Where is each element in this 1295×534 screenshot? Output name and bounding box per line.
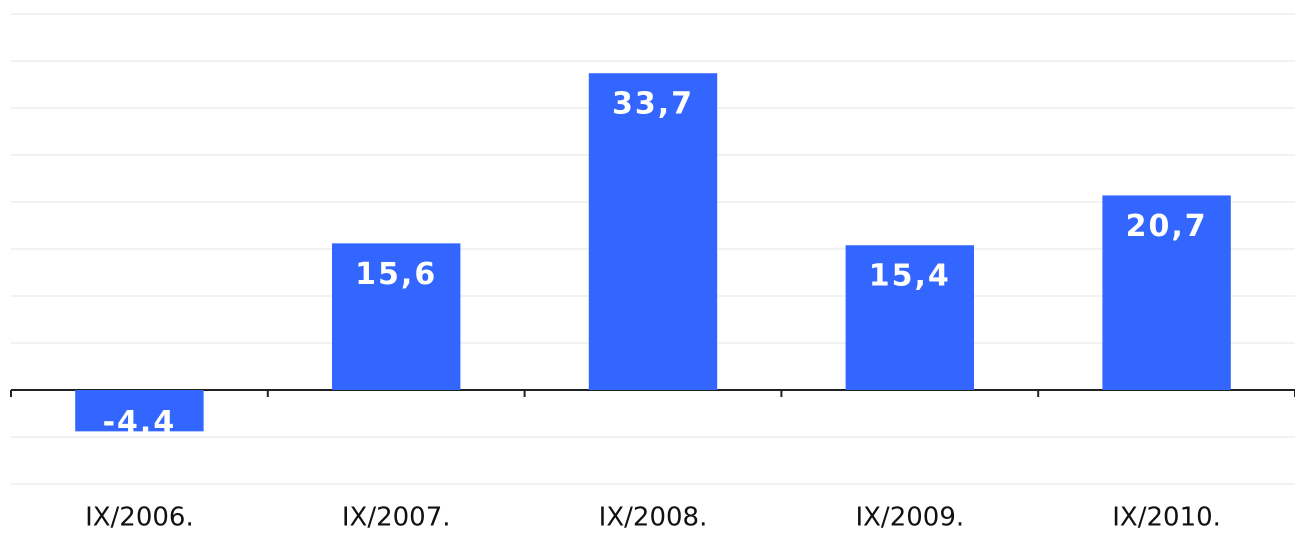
x-tick-label: IX/2006. bbox=[85, 503, 194, 531]
bar bbox=[75, 390, 204, 432]
bar bbox=[588, 73, 718, 390]
bar bbox=[1102, 195, 1231, 390]
value-label: 33,7 bbox=[612, 87, 694, 122]
bar bbox=[332, 243, 461, 390]
x-tick-label: IX/2007. bbox=[342, 503, 451, 531]
bar bbox=[845, 245, 974, 390]
value-label: -4,4 bbox=[103, 405, 177, 440]
x-tick-label: IX/2008. bbox=[599, 503, 708, 531]
x-tick-label: IX/2010. bbox=[1112, 503, 1221, 531]
value-label: 15,6 bbox=[355, 257, 437, 292]
value-label: 15,4 bbox=[869, 259, 951, 294]
x-tick-label: IX/2009. bbox=[855, 503, 964, 531]
value-label: 20,7 bbox=[1126, 209, 1208, 244]
